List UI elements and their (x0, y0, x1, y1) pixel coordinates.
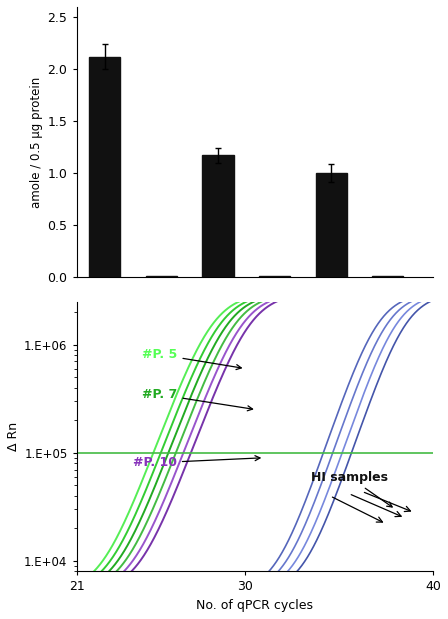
X-axis label: No. of qPCR cycles: No. of qPCR cycles (196, 599, 313, 612)
Text: HI samples: HI samples (311, 471, 392, 507)
Y-axis label: amole / 0.5 μg protein: amole / 0.5 μg protein (30, 76, 43, 207)
Bar (259, 276, 290, 277)
Bar (146, 276, 177, 277)
Bar (202, 155, 233, 277)
Text: #P. 5: #P. 5 (142, 348, 241, 370)
Text: #P. 10: #P. 10 (133, 456, 260, 469)
Text: #P. 7: #P. 7 (142, 388, 253, 411)
Bar (89, 57, 121, 277)
Bar (372, 276, 403, 277)
Bar (316, 173, 347, 277)
Y-axis label: Δ Rn: Δ Rn (7, 422, 20, 451)
